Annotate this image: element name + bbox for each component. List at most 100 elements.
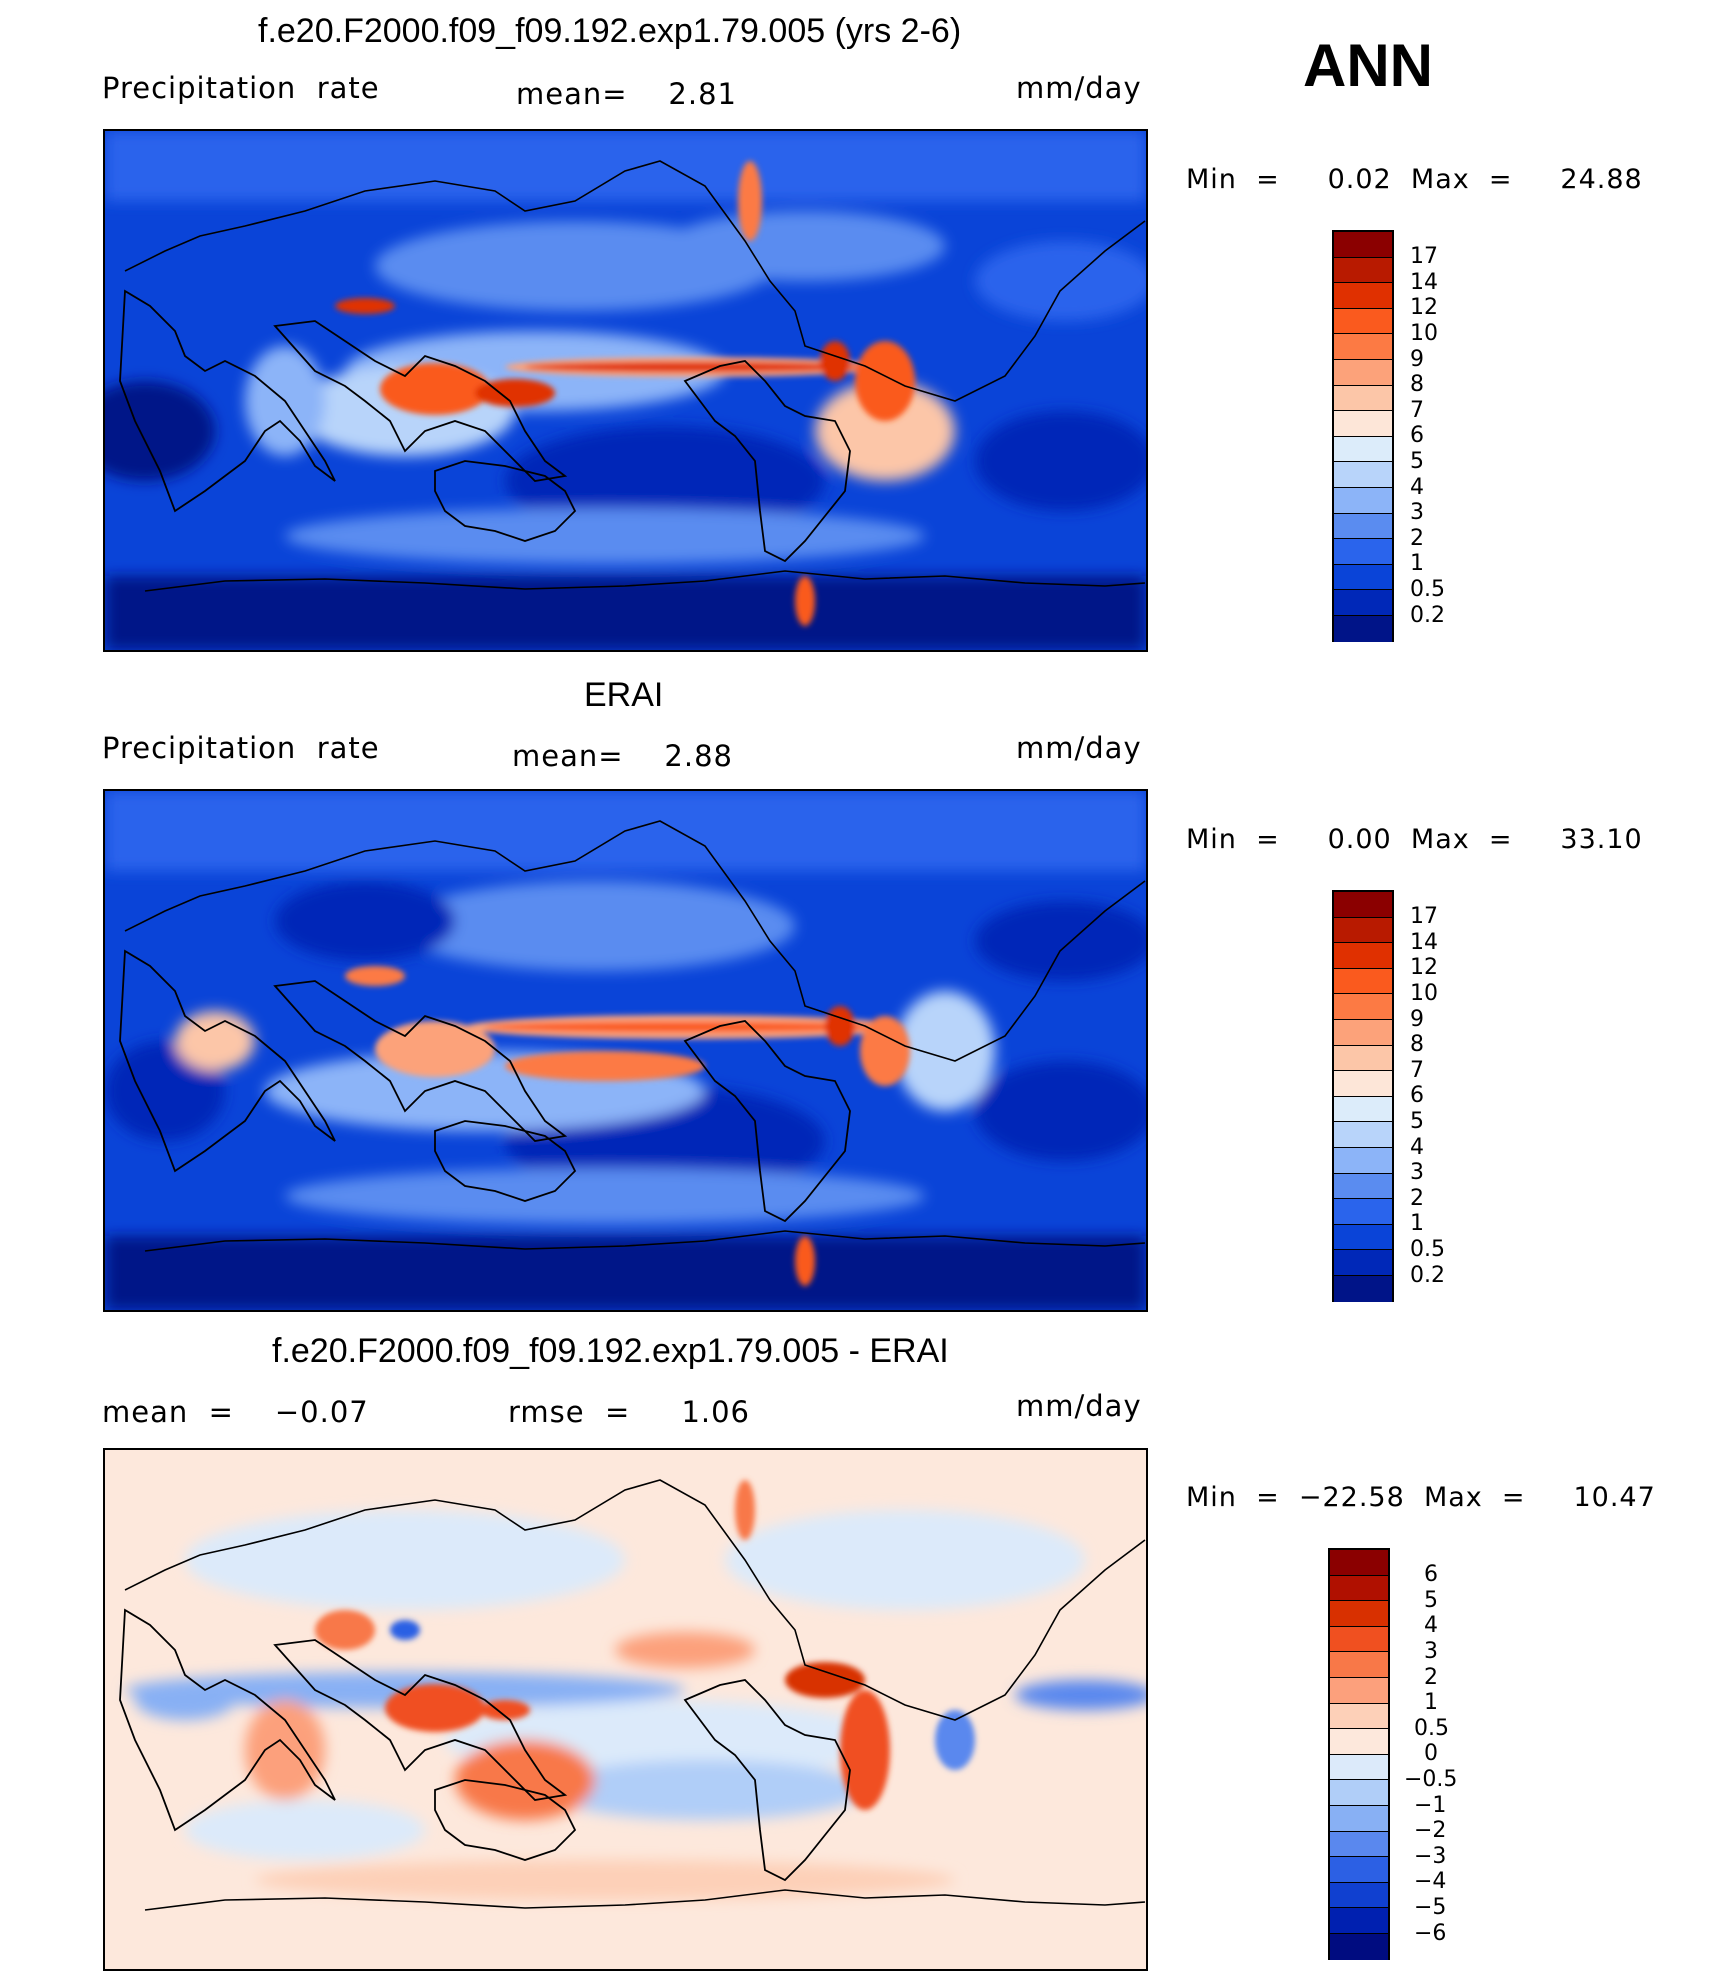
colorbar-swatch — [1330, 1780, 1388, 1806]
colorbar-swatch — [1334, 385, 1392, 412]
colorbar-swatch — [1334, 487, 1392, 514]
colorbar-swatch — [1334, 232, 1392, 258]
mean-value: mean= 2.88 — [512, 739, 733, 773]
colorbar-label: 0 — [1424, 1741, 1438, 1766]
colorbar-swatch — [1334, 892, 1392, 918]
colorbar-swatch — [1334, 1250, 1392, 1276]
colorbar-swatch — [1330, 1575, 1388, 1602]
colorbar-label: 0.5 — [1410, 577, 1445, 602]
colorbar-label: 2 — [1410, 1186, 1424, 1211]
colorbar-swatch — [1334, 564, 1392, 591]
colorbar-swatch — [1334, 943, 1392, 969]
units-label: mm/day — [1016, 71, 1142, 105]
colorbar-swatch — [1334, 590, 1392, 616]
colorbar-label: −1 — [1414, 1793, 1447, 1818]
mean-value: mean= 2.81 — [516, 77, 737, 111]
colorbar-label: 9 — [1410, 1007, 1424, 1032]
colorbar-label: 7 — [1410, 398, 1424, 423]
colorbar-swatch — [1330, 1601, 1388, 1627]
colorbar-swatch — [1334, 1019, 1392, 1046]
colorbar-swatch — [1334, 411, 1392, 437]
colorbar-label: 4 — [1410, 475, 1424, 500]
colorbar-label: 10 — [1410, 321, 1438, 346]
diff-mean-value: mean = −0.07 — [102, 1395, 369, 1429]
colorbar-label: 2 — [1410, 526, 1424, 551]
colorbar-swatch — [1330, 1703, 1388, 1730]
min-max-readout: Min = 0.02 Max = 24.88 — [1186, 164, 1643, 195]
colorbar-swatch — [1330, 1550, 1388, 1576]
colorbar-swatch — [1334, 615, 1392, 642]
field-name: Precipitation rate — [102, 731, 380, 765]
colorbar-swatch — [1330, 1933, 1388, 1960]
colorbar-label: 6 — [1410, 423, 1424, 448]
colorbar-label: 12 — [1410, 955, 1438, 980]
colorbar-label: 0.2 — [1410, 603, 1445, 628]
colorbar-label: 3 — [1410, 500, 1424, 525]
colorbar-label: −5 — [1414, 1895, 1447, 1920]
colorbar-swatch — [1330, 1831, 1388, 1858]
colorbar-label: 17 — [1410, 904, 1438, 929]
colorbar-swatch — [1334, 1122, 1392, 1148]
colorbar-label: 4 — [1424, 1613, 1438, 1638]
colorbar-label: 3 — [1410, 1160, 1424, 1185]
colorbar-label: 0.5 — [1414, 1716, 1449, 1741]
colorbar-label: −0.5 — [1404, 1767, 1458, 1792]
colorbar-label: 9 — [1410, 347, 1424, 372]
panel-title: f.e20.F2000.f09_f09.192.exp1.79.005 - ER… — [272, 1332, 949, 1370]
colorbar-swatch — [1334, 1173, 1392, 1200]
colorbar-swatch — [1334, 1224, 1392, 1251]
colorbar-label: 5 — [1410, 449, 1424, 474]
colorbar-swatch — [1330, 1754, 1388, 1781]
colorbar-swatch — [1330, 1882, 1388, 1909]
colorbar-swatch — [1330, 1857, 1388, 1883]
colorbar-swatch — [1334, 436, 1392, 463]
colorbar-label: −4 — [1414, 1869, 1447, 1894]
colorbar-label: 10 — [1410, 981, 1438, 1006]
colorbar-swatch — [1334, 1071, 1392, 1097]
min-max-readout: Min = −22.58 Max = 10.47 — [1186, 1482, 1656, 1513]
colorbar-label: −2 — [1414, 1818, 1447, 1843]
units-label: mm/day — [1016, 1389, 1142, 1423]
map-diff-precip — [103, 1448, 1148, 1971]
colorbar-label: 14 — [1410, 270, 1438, 295]
colorbar-label: 0.2 — [1410, 1263, 1445, 1288]
colorbar-swatch — [1334, 334, 1392, 360]
map-model-precip — [103, 129, 1148, 652]
colorbar-label: 4 — [1410, 1135, 1424, 1160]
colorbar-swatch — [1334, 994, 1392, 1020]
min-max-readout: Min = 0.00 Max = 33.10 — [1186, 824, 1643, 855]
colorbar-swatch — [1334, 1147, 1392, 1174]
colorbar-swatch — [1330, 1677, 1388, 1704]
colorbar-swatch — [1334, 1275, 1392, 1302]
colorbar-label: −3 — [1414, 1844, 1447, 1869]
colorbar-diff — [1328, 1548, 1390, 1960]
colorbar-model — [1332, 230, 1394, 642]
colorbar-swatch — [1334, 917, 1392, 944]
colorbar-swatch — [1330, 1626, 1388, 1653]
colorbar-label: 7 — [1410, 1058, 1424, 1083]
colorbar-label: 6 — [1424, 1562, 1438, 1587]
field-name: Precipitation rate — [102, 71, 380, 105]
map-obs-precip — [103, 789, 1148, 1312]
colorbar-label: 2 — [1424, 1665, 1438, 1690]
season-label: ANN — [1303, 32, 1433, 99]
colorbar-label: 5 — [1410, 1109, 1424, 1134]
colorbar-label: 12 — [1410, 295, 1438, 320]
colorbar-label: 1 — [1410, 551, 1424, 576]
colorbar-swatch — [1334, 359, 1392, 386]
colorbar-swatch — [1334, 283, 1392, 309]
colorbar-label: 17 — [1410, 244, 1438, 269]
colorbar-swatch — [1334, 1045, 1392, 1072]
colorbar-swatch — [1334, 1096, 1392, 1123]
colorbar-swatch — [1330, 1805, 1388, 1832]
colorbar-label: 6 — [1410, 1083, 1424, 1108]
colorbar-swatch — [1334, 968, 1392, 995]
colorbar-swatch — [1330, 1652, 1388, 1678]
panel-title: f.e20.F2000.f09_f09.192.exp1.79.005 (yrs… — [258, 12, 962, 50]
colorbar-swatch — [1334, 1199, 1392, 1225]
colorbar-label: 5 — [1424, 1588, 1438, 1613]
colorbar-swatch — [1334, 257, 1392, 284]
colorbar-obs — [1332, 890, 1394, 1302]
colorbar-label: 8 — [1410, 1032, 1424, 1057]
colorbar-swatch — [1334, 513, 1392, 540]
